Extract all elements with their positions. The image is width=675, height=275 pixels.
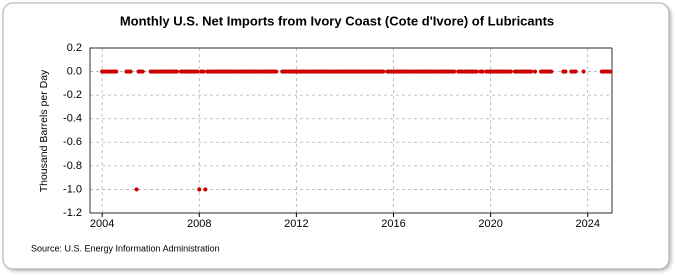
y-tick-label: 0.2 xyxy=(67,42,82,54)
data-point xyxy=(195,69,200,74)
chart-title: Monthly U.S. Net Imports from Ivory Coas… xyxy=(120,13,554,28)
data-point xyxy=(563,69,568,74)
y-tick-label: -1.0 xyxy=(63,183,82,195)
data-point xyxy=(114,69,119,74)
x-tick-label: 2012 xyxy=(284,218,308,230)
data-point xyxy=(128,69,133,74)
data-point xyxy=(197,187,202,192)
plot-border xyxy=(89,47,613,214)
data-point xyxy=(581,69,586,74)
data-point xyxy=(573,69,578,74)
data-point xyxy=(452,69,457,74)
y-tick-label: -0.8 xyxy=(63,160,82,172)
x-tick-label: 2016 xyxy=(381,218,405,230)
data-point xyxy=(480,69,485,74)
source: Source: U.S. Energy Information Administ… xyxy=(31,243,220,253)
x-tick-label: 2024 xyxy=(575,218,599,230)
data-point xyxy=(529,69,534,74)
plot-area xyxy=(90,48,612,213)
y-tick-label: 0.0 xyxy=(67,65,82,77)
data-point xyxy=(607,69,613,74)
data-point xyxy=(134,187,139,192)
y-tick-label: -0.4 xyxy=(63,113,82,125)
y-tick-label: -1.2 xyxy=(63,207,82,219)
data-point xyxy=(174,69,180,74)
data-point xyxy=(381,69,386,74)
y-tick-label: -0.2 xyxy=(63,89,82,101)
data-point xyxy=(474,69,479,74)
data-point xyxy=(532,69,538,74)
data-point xyxy=(140,69,145,74)
data-point xyxy=(274,69,279,74)
data-point xyxy=(549,69,554,74)
data-point xyxy=(508,69,513,74)
x-tick-label: 2004 xyxy=(90,218,114,230)
y-axis-label: Thousand Barrels per Day xyxy=(38,69,50,192)
y-tick-label: -0.6 xyxy=(63,136,82,148)
x-tick-label: 2020 xyxy=(478,218,502,230)
x-tick-label: 2008 xyxy=(187,218,211,230)
data-point xyxy=(201,69,206,74)
data-point xyxy=(203,187,208,192)
